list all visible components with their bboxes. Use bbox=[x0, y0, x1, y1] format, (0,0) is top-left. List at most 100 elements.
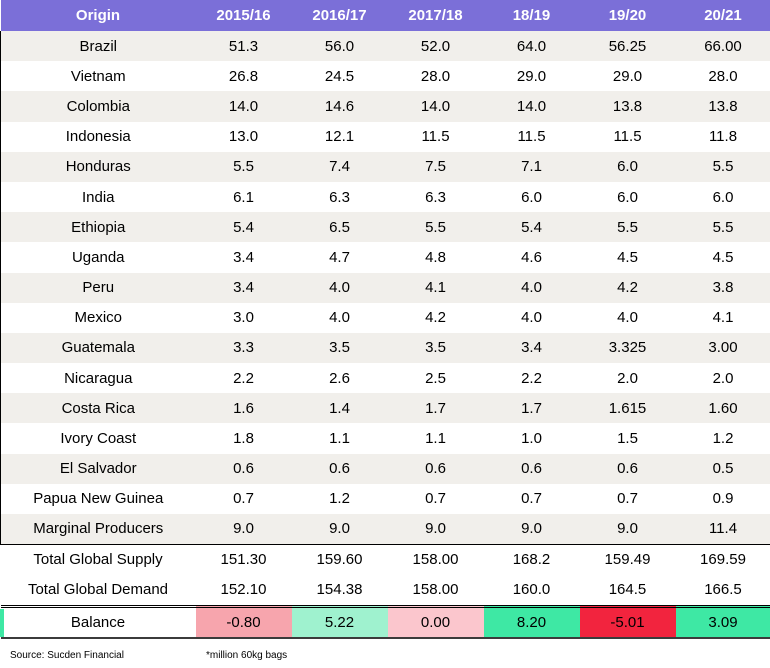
value-cell: 1.5 bbox=[579, 423, 676, 454]
value-cell: 4.1 bbox=[675, 302, 770, 333]
value-cell: 2.0 bbox=[579, 363, 676, 394]
table-row: Brazil 51.3 56.0 52.0 64.0 56.25 66.00 bbox=[0, 31, 770, 62]
value-cell: 13.0 bbox=[195, 121, 292, 152]
value-cell: 14.6 bbox=[291, 91, 388, 122]
value-cell: 2.6 bbox=[291, 363, 388, 394]
total-value-cell: 159.60 bbox=[291, 543, 388, 576]
value-cell: 4.2 bbox=[579, 272, 676, 303]
total-label: Total Global Supply bbox=[0, 543, 196, 576]
origin-cell: Papua New Guinea bbox=[0, 483, 196, 514]
table-row: Mexico 3.0 4.0 4.2 4.0 4.0 4.1 bbox=[0, 302, 770, 333]
origin-cell: Indonesia bbox=[0, 121, 196, 152]
table-row: Guatemala 3.3 3.5 3.5 3.4 3.325 3.00 bbox=[0, 332, 770, 364]
origin-cell: India bbox=[0, 181, 196, 213]
value-cell: 5.5 bbox=[675, 151, 770, 182]
total-value-cell: 168.2 bbox=[483, 543, 580, 576]
origin-cell: Colombia bbox=[0, 91, 196, 122]
value-cell: 3.325 bbox=[579, 332, 676, 364]
value-cell: 1.615 bbox=[579, 393, 676, 424]
value-cell: 3.3 bbox=[195, 332, 292, 364]
origin-cell: Uganda bbox=[0, 242, 196, 273]
origin-cell: Mexico bbox=[0, 302, 196, 333]
table-footer: Source: Sucden Financial *million 60kg b… bbox=[6, 650, 766, 666]
value-cell: 52.0 bbox=[387, 31, 484, 62]
balance-row-marker bbox=[0, 609, 4, 637]
value-cell: 1.4 bbox=[291, 393, 388, 424]
table-row: Papua New Guinea 0.7 1.2 0.7 0.7 0.7 0.9 bbox=[0, 483, 770, 514]
value-cell: 14.0 bbox=[387, 91, 484, 122]
value-cell: 2.0 bbox=[675, 363, 770, 394]
value-cell: 3.5 bbox=[387, 332, 484, 364]
total-row: Total Global Demand 152.10 154.38 158.00 160… bbox=[0, 575, 770, 608]
origin-cell: El Salvador bbox=[0, 453, 196, 484]
value-cell: 9.0 bbox=[483, 514, 580, 545]
country-rows: Brazil 51.3 56.0 52.0 64.0 56.25 66.00 Vietnam 2… bbox=[0, 31, 770, 545]
value-cell: 29.0 bbox=[483, 61, 580, 92]
value-cell: 7.5 bbox=[387, 151, 484, 182]
total-value-cell: 151.30 bbox=[195, 543, 292, 576]
value-cell: 11.5 bbox=[387, 121, 484, 152]
value-cell: 11.4 bbox=[675, 514, 770, 545]
value-cell: 4.5 bbox=[675, 242, 770, 273]
value-cell: 0.5 bbox=[675, 453, 770, 484]
value-cell: 56.25 bbox=[579, 31, 676, 62]
value-cell: 3.0 bbox=[195, 302, 292, 333]
value-cell: 0.6 bbox=[291, 453, 388, 484]
value-cell: 1.8 bbox=[195, 423, 292, 454]
balance-row: Balance -0.80 5.22 0.00 8.20 -5.01 3.09 bbox=[0, 606, 770, 640]
value-cell: 0.6 bbox=[579, 453, 676, 484]
value-cell: 6.5 bbox=[291, 212, 388, 243]
value-cell: 6.0 bbox=[579, 181, 676, 213]
coffee-supply-demand-table-container: Origin 2015/16 2016/17 2017/18 18/19 19/… bbox=[0, 0, 770, 640]
value-cell: 1.2 bbox=[675, 423, 770, 454]
value-cell: 6.0 bbox=[579, 151, 676, 182]
total-value-cell: 159.49 bbox=[579, 543, 676, 576]
origin-cell: Costa Rica bbox=[0, 393, 196, 424]
value-cell: 3.8 bbox=[675, 272, 770, 303]
value-cell: 24.5 bbox=[291, 61, 388, 92]
table-row: Peru 3.4 4.0 4.1 4.0 4.2 3.8 bbox=[0, 272, 770, 303]
balance-cell: 3.09 bbox=[675, 606, 770, 640]
origin-cell: Brazil bbox=[0, 31, 196, 62]
table-row: Costa Rica 1.6 1.4 1.7 1.7 1.615 1.60 bbox=[0, 393, 770, 424]
table-row: Honduras 5.5 7.4 7.5 7.1 6.0 5.5 bbox=[0, 151, 770, 182]
value-cell: 2.2 bbox=[195, 363, 292, 394]
total-value-cell: 160.0 bbox=[483, 575, 580, 608]
header-row: Origin 2015/16 2016/17 2017/18 18/19 19/… bbox=[0, 0, 770, 31]
table-row: Ethiopia 5.4 6.5 5.5 5.4 5.5 5.5 bbox=[0, 212, 770, 243]
value-cell: 9.0 bbox=[387, 514, 484, 545]
value-cell: 5.5 bbox=[387, 212, 484, 243]
total-value-cell: 158.00 bbox=[387, 543, 484, 576]
value-cell: 4.0 bbox=[483, 302, 580, 333]
value-cell: 0.6 bbox=[483, 453, 580, 484]
table-row: El Salvador 0.6 0.6 0.6 0.6 0.6 0.5 bbox=[0, 453, 770, 484]
value-cell: 29.0 bbox=[579, 61, 676, 92]
header-cell-year: 19/20 bbox=[579, 0, 676, 31]
table-row: Indonesia 13.0 12.1 11.5 11.5 11.5 11.8 bbox=[0, 121, 770, 152]
total-value-cell: 169.59 bbox=[675, 543, 770, 576]
origin-cell: Marginal Producers bbox=[0, 514, 196, 545]
table-row: Nicaragua 2.2 2.6 2.5 2.2 2.0 2.0 bbox=[0, 363, 770, 394]
value-cell: 6.3 bbox=[291, 181, 388, 213]
value-cell: 1.7 bbox=[387, 393, 484, 424]
value-cell: 5.4 bbox=[483, 212, 580, 243]
value-cell: 66.00 bbox=[675, 31, 770, 62]
value-cell: 1.60 bbox=[675, 393, 770, 424]
value-cell: 12.1 bbox=[291, 121, 388, 152]
value-cell: 4.0 bbox=[483, 272, 580, 303]
value-cell: 2.5 bbox=[387, 363, 484, 394]
value-cell: 51.3 bbox=[195, 31, 292, 62]
value-cell: 4.1 bbox=[387, 272, 484, 303]
table-row: Uganda 3.4 4.7 4.8 4.6 4.5 4.5 bbox=[0, 242, 770, 273]
balance-cell: 8.20 bbox=[483, 606, 580, 640]
value-cell: 4.8 bbox=[387, 242, 484, 273]
value-cell: 0.9 bbox=[675, 483, 770, 514]
origin-cell: Honduras bbox=[0, 151, 196, 182]
total-rows: Total Global Supply 151.30 159.60 158.00 168… bbox=[0, 543, 770, 608]
table-row: Vietnam 26.8 24.5 28.0 29.0 29.0 28.0 bbox=[0, 61, 770, 92]
value-cell: 5.5 bbox=[195, 151, 292, 182]
value-cell: 0.6 bbox=[195, 453, 292, 484]
value-cell: 1.0 bbox=[483, 423, 580, 454]
balance-label: Balance bbox=[0, 606, 196, 640]
value-cell: 11.5 bbox=[579, 121, 676, 152]
